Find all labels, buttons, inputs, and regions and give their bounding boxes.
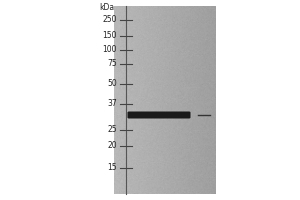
Text: 15: 15 (107, 163, 117, 172)
Text: 100: 100 (103, 46, 117, 54)
Text: 50: 50 (107, 79, 117, 88)
Text: 75: 75 (107, 60, 117, 68)
Text: 25: 25 (107, 126, 117, 134)
Text: 250: 250 (103, 16, 117, 24)
Text: 37: 37 (107, 99, 117, 108)
Text: 150: 150 (103, 31, 117, 40)
Text: 20: 20 (107, 142, 117, 150)
FancyBboxPatch shape (128, 112, 190, 118)
Text: kDa: kDa (99, 3, 114, 12)
